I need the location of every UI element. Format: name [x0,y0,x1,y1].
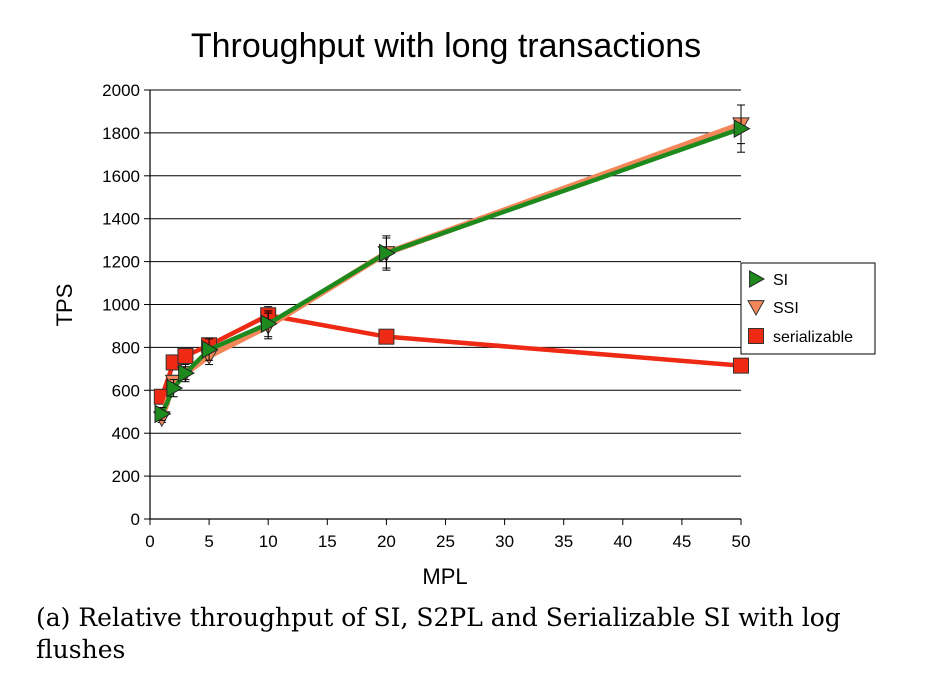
data-point [177,347,194,364]
y-tick-label: 800 [112,338,140,357]
x-tick-label: 0 [145,532,154,551]
legend-label: SI [773,272,788,289]
x-tick-label: 45 [672,532,691,551]
data-point [733,357,749,374]
y-tick-label: 600 [112,381,140,400]
series-line [158,121,743,420]
data-point [733,119,751,138]
y-tick-label: 1200 [102,253,140,272]
x-tick-label: 30 [495,532,514,551]
chart-title: Throughput with long transactions [191,27,701,65]
legend-marker [748,328,764,344]
series-ssi [152,104,750,428]
data-point [178,363,195,383]
throughput-chart-svg: Throughput with long transactions 020040… [52,27,876,589]
x-tick-labels: 0 5 10 15 20 25 30 35 40 45 50 [145,532,750,551]
data-point [166,378,184,398]
series-line [159,126,742,415]
y-tick-label: 1000 [102,296,140,315]
x-axis-label: MPL [422,564,467,589]
legend: SI SSI serializable [740,262,876,355]
x-tick-label: 15 [318,532,337,551]
y-tick-label: 2000 [102,81,140,100]
legend-item-serializable: serializable [748,328,853,346]
data-point [260,314,278,334]
legend-label: serializable [773,329,853,346]
legend-item-ssi: SSI [747,300,799,317]
y-tick-label: 200 [112,467,140,486]
x-tick-label: 25 [436,532,455,551]
series-serializable [153,306,749,405]
y-tick-label: 1600 [102,167,140,186]
data-point [154,404,172,424]
data-point [201,340,219,359]
legend-item-si: SI [749,270,788,289]
y-axis-label: TPS [52,284,77,327]
series-layer [152,104,751,428]
x-tick-label: 20 [377,532,396,551]
chart: Throughput with long transactions 0 200 40… [52,27,876,589]
series-line [159,312,742,398]
x-tick-label: 35 [554,532,573,551]
axes [144,89,742,525]
legend-label: SSI [773,300,799,317]
series-si [154,104,751,424]
x-tick-label: 10 [259,532,278,551]
x-tick-label: 50 [732,532,751,551]
y-tick-label: 400 [112,424,140,443]
grid [150,89,741,520]
data-point [379,243,396,263]
y-tick-label: 1400 [102,210,140,229]
figure-caption: (a) Relative throughput of SI, S2PL and … [36,603,841,664]
x-tick-label: 5 [204,532,213,551]
legend-marker [749,270,766,288]
y-tick-label: 0 [131,510,140,529]
x-tick-label: 40 [613,532,632,551]
legend-marker [747,300,765,317]
data-point [378,328,395,345]
y-tick-label: 1800 [102,124,140,143]
y-tick-labels: 0 200 400 600 800 1000 1200 1400 1600 1800 2000 [102,81,140,529]
